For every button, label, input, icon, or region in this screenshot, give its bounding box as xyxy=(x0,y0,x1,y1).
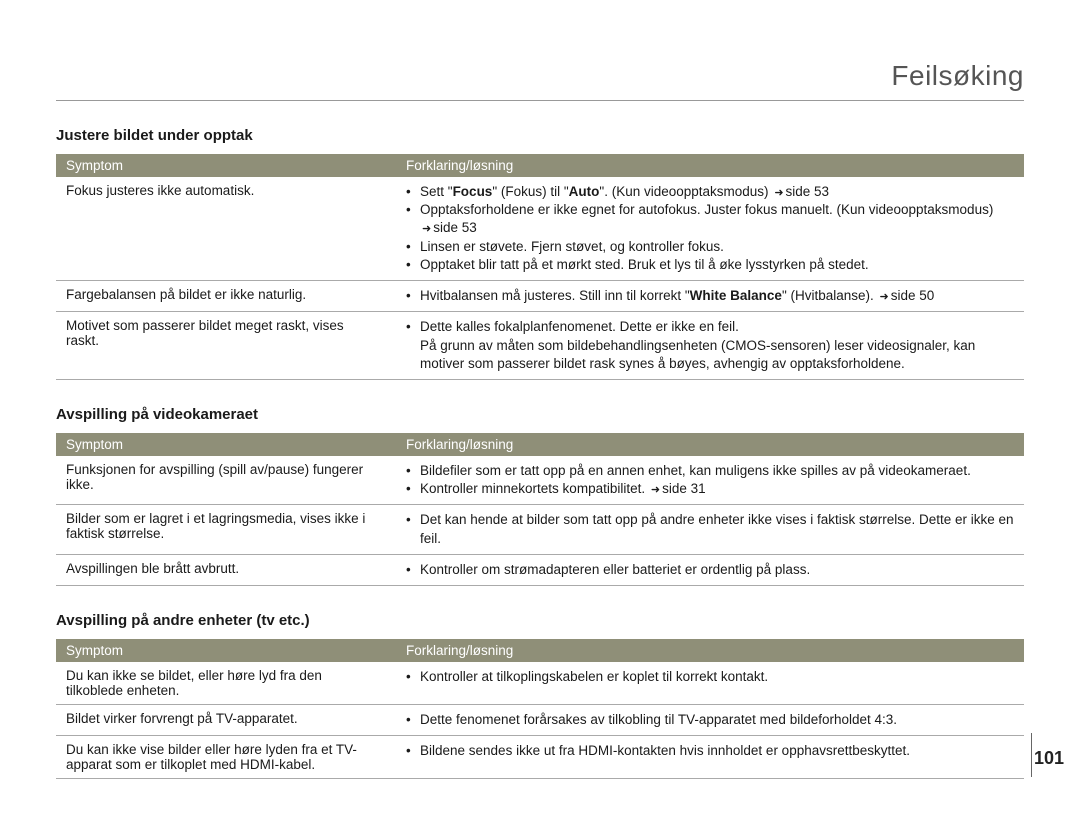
table-row: Bildet virker forvrengt på TV-apparatet.… xyxy=(56,705,1024,736)
symptom-cell: Bilder som er lagret i et lagringsmedia,… xyxy=(56,505,396,554)
explanation-cell: Dette fenomenet forårsakes av tilkobling… xyxy=(396,705,1024,736)
list-item: Kontroller om strømadapteren eller batte… xyxy=(406,561,1014,579)
list-item: Kontroller minnekortets kompatibilitet. … xyxy=(406,480,1014,498)
explanation-text: På grunn av måten som bildebehandlingsen… xyxy=(406,337,1014,373)
list-item: Sett "Focus" (Fokus) til "Auto". (Kun vi… xyxy=(406,183,1014,201)
table-row: Avspillingen ble brått avbrutt. Kontrolle… xyxy=(56,554,1024,585)
section-heading: Avspilling på andre enheter (tv etc.) xyxy=(56,612,1024,629)
list-item: Bildene sendes ikke ut fra HDMI-kontakte… xyxy=(406,742,1014,760)
table-row: Fokus justeres ikke automatisk. Sett "Foc… xyxy=(56,177,1024,281)
troubleshooting-table: SymptomForklaring/løsningFokus justeres … xyxy=(56,154,1024,380)
explanation-list: Bildefiler som er tatt opp på en annen e… xyxy=(406,462,1014,498)
explanation-cell: Hvitbalansen må justeres. Still inn til … xyxy=(396,281,1024,312)
table-row: Funksjonen for avspilling (spill av/paus… xyxy=(56,456,1024,505)
explanation-cell: Bildene sendes ikke ut fra HDMI-kontakte… xyxy=(396,736,1024,779)
troubleshooting-table: SymptomForklaring/løsningDu kan ikke se … xyxy=(56,639,1024,779)
section-heading: Justere bildet under opptak xyxy=(56,127,1024,144)
explanation-list: Kontroller om strømadapteren eller batte… xyxy=(406,561,1014,579)
list-item: Dette kalles fokalplanfenomenet. Dette e… xyxy=(406,318,1014,336)
sections-container: Justere bildet under opptakSymptomForkla… xyxy=(56,127,1024,779)
symptom-cell: Funksjonen for avspilling (spill av/paus… xyxy=(56,456,396,505)
list-item: Linsen er støvete. Fjern støvet, og kont… xyxy=(406,238,1014,256)
list-item: Opptaket blir tatt på et mørkt sted. Bru… xyxy=(406,256,1014,274)
explanation-cell: Sett "Focus" (Fokus) til "Auto". (Kun vi… xyxy=(396,177,1024,281)
symptom-cell: Du kan ikke se bildet, eller høre lyd fr… xyxy=(56,662,396,705)
symptom-cell: Fokus justeres ikke automatisk. xyxy=(56,177,396,281)
col-explanation-header: Forklaring/løsning xyxy=(396,154,1024,177)
list-item: Hvitbalansen må justeres. Still inn til … xyxy=(406,287,1014,305)
explanation-list: Hvitbalansen må justeres. Still inn til … xyxy=(406,287,1014,305)
explanation-cell: Bildefiler som er tatt opp på en annen e… xyxy=(396,456,1024,505)
explanation-list: Bildene sendes ikke ut fra HDMI-kontakte… xyxy=(406,742,1014,760)
list-item: Kontroller at tilkoplingskabelen er kopl… xyxy=(406,668,1014,686)
table-row: Du kan ikke se bildet, eller høre lyd fr… xyxy=(56,662,1024,705)
col-explanation-header: Forklaring/løsning xyxy=(396,433,1024,456)
table-row: Bilder som er lagret i et lagringsmedia,… xyxy=(56,505,1024,554)
symptom-cell: Motivet som passerer bildet meget raskt,… xyxy=(56,312,396,380)
symptom-cell: Avspillingen ble brått avbrutt. xyxy=(56,554,396,585)
list-item: Opptaksforholdene er ikke egnet for auto… xyxy=(406,201,1014,237)
col-symptom-header: Symptom xyxy=(56,639,396,662)
page-number-rule xyxy=(1031,733,1032,777)
table-row: Fargebalansen på bildet er ikke naturlig… xyxy=(56,281,1024,312)
page-title: Feilsøking xyxy=(56,60,1024,101)
col-symptom-header: Symptom xyxy=(56,154,396,177)
explanation-cell: Dette kalles fokalplanfenomenet. Dette e… xyxy=(396,312,1024,380)
table-row: Motivet som passerer bildet meget raskt,… xyxy=(56,312,1024,380)
symptom-cell: Bildet virker forvrengt på TV-apparatet. xyxy=(56,705,396,736)
explanation-list: Dette kalles fokalplanfenomenet. Dette e… xyxy=(406,318,1014,336)
explanation-cell: Kontroller at tilkoplingskabelen er kopl… xyxy=(396,662,1024,705)
table-row: Du kan ikke vise bilder eller høre lyden… xyxy=(56,736,1024,779)
explanation-list: Sett "Focus" (Fokus) til "Auto". (Kun vi… xyxy=(406,183,1014,274)
section-heading: Avspilling på videokameraet xyxy=(56,406,1024,423)
explanation-cell: Det kan hende at bilder som tatt opp på … xyxy=(396,505,1024,554)
explanation-list: Det kan hende at bilder som tatt opp på … xyxy=(406,511,1014,547)
symptom-cell: Du kan ikke vise bilder eller høre lyden… xyxy=(56,736,396,779)
page-number: 101 xyxy=(1034,748,1064,769)
col-symptom-header: Symptom xyxy=(56,433,396,456)
explanation-list: Dette fenomenet forårsakes av tilkobling… xyxy=(406,711,1014,729)
list-item: Bildefiler som er tatt opp på en annen e… xyxy=(406,462,1014,480)
explanation-cell: Kontroller om strømadapteren eller batte… xyxy=(396,554,1024,585)
explanation-list: Kontroller at tilkoplingskabelen er kopl… xyxy=(406,668,1014,686)
troubleshooting-table: SymptomForklaring/løsningFunksjonen for … xyxy=(56,433,1024,586)
symptom-cell: Fargebalansen på bildet er ikke naturlig… xyxy=(56,281,396,312)
list-item: Dette fenomenet forårsakes av tilkobling… xyxy=(406,711,1014,729)
col-explanation-header: Forklaring/løsning xyxy=(396,639,1024,662)
list-item: Det kan hende at bilder som tatt opp på … xyxy=(406,511,1014,547)
